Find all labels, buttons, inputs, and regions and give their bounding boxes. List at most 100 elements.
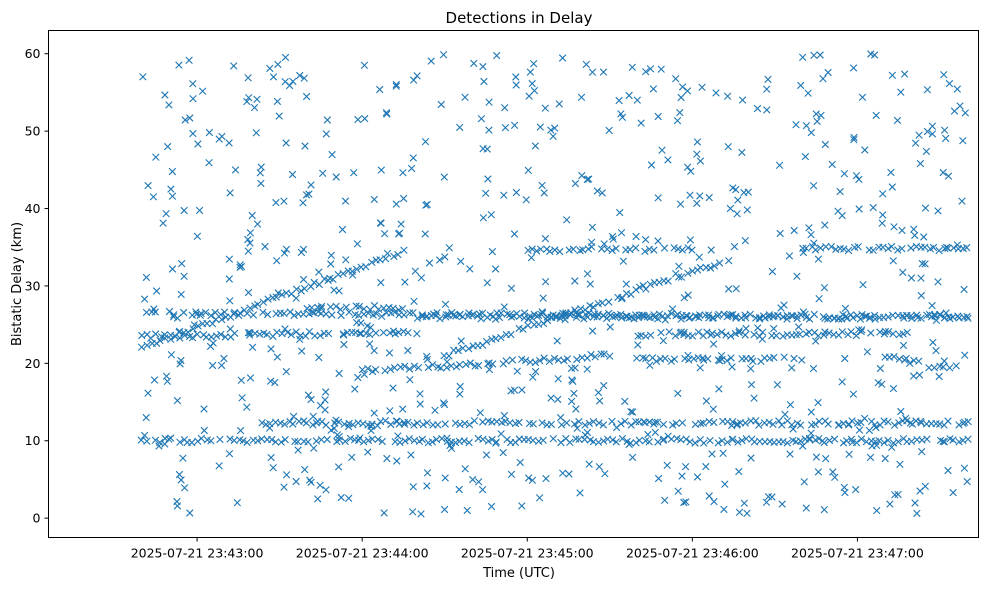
detection-point: [393, 457, 401, 465]
detection-point: [248, 211, 256, 220]
scatter-points: [137, 50, 972, 518]
detection-point: [676, 108, 684, 117]
detection-point: [932, 316, 941, 324]
detection-point: [163, 377, 172, 385]
detection-point: [728, 435, 736, 444]
detection-point: [296, 335, 304, 343]
detection-point: [674, 487, 682, 495]
detection-point: [341, 437, 349, 446]
detection-point: [960, 464, 969, 472]
y-tick-label: 0: [33, 511, 41, 526]
detection-point: [487, 502, 496, 511]
detection-point: [457, 337, 465, 345]
detection-point: [632, 286, 640, 294]
detection-point: [855, 205, 863, 213]
detection-point: [354, 115, 362, 124]
detection-point: [809, 182, 818, 190]
detection-point: [929, 338, 937, 347]
detection-point: [606, 323, 614, 331]
detection-point: [561, 315, 569, 324]
detection-point: [913, 311, 921, 319]
detection-point: [310, 309, 318, 317]
detection-point: [197, 434, 205, 443]
detection-point: [724, 285, 733, 293]
detection-point: [567, 309, 575, 317]
detection-point: [465, 309, 473, 317]
detection-point: [144, 181, 152, 190]
detection-point: [205, 159, 213, 167]
detection-point: [955, 438, 963, 446]
detection-point: [619, 257, 628, 265]
detection-point: [811, 246, 820, 254]
detection-point: [804, 89, 812, 97]
detection-point: [466, 265, 474, 273]
detection-point: [900, 70, 909, 78]
detection-point: [350, 169, 358, 177]
detection-point: [788, 421, 796, 429]
detection-point: [889, 439, 898, 447]
detection-point: [598, 299, 606, 307]
detection-point: [161, 91, 169, 99]
detection-point: [546, 247, 554, 256]
detection-point: [236, 263, 244, 271]
detection-point: [869, 246, 877, 254]
detection-point: [143, 341, 151, 349]
detection-point: [351, 385, 359, 393]
detection-point: [598, 189, 606, 197]
detection-point: [849, 390, 858, 398]
detection-point: [336, 305, 345, 314]
detection-point: [385, 349, 394, 357]
detection-point: [416, 390, 424, 398]
detection-point: [747, 454, 755, 462]
detection-point: [894, 438, 902, 446]
detection-point: [628, 408, 637, 416]
detection-point: [290, 311, 298, 320]
detection-point: [876, 364, 884, 373]
detection-point: [959, 137, 967, 145]
detection-point: [370, 195, 378, 204]
detection-point: [684, 351, 692, 360]
detection-point: [644, 430, 652, 439]
detection-point: [654, 237, 662, 245]
detection-point: [755, 315, 764, 323]
detection-point: [915, 131, 923, 139]
detection-point: [177, 476, 185, 484]
detection-point: [730, 242, 739, 251]
detection-point: [593, 313, 601, 321]
detection-point: [616, 208, 624, 217]
detection-point: [246, 304, 254, 312]
detection-point: [847, 435, 856, 443]
detection-point: [884, 418, 892, 426]
detection-point: [684, 291, 692, 299]
x-tick-label: 2025-07-21 23:44:00: [296, 546, 429, 561]
detection-point: [253, 220, 262, 228]
detection-point: [895, 419, 903, 427]
detection-point: [790, 354, 798, 363]
detection-point: [738, 148, 746, 157]
detection-point: [315, 268, 323, 276]
detection-point: [386, 407, 394, 415]
detection-point: [364, 364, 372, 373]
detection-point: [491, 315, 500, 323]
detection-point: [360, 370, 368, 379]
detection-point: [581, 421, 589, 429]
detection-point: [417, 510, 425, 518]
detection-point: [615, 96, 623, 105]
y-tick-label: 10: [25, 433, 41, 448]
detection-point: [200, 405, 208, 413]
detection-point: [207, 437, 215, 445]
detection-point: [180, 484, 189, 492]
detection-point: [700, 356, 708, 364]
detection-point: [805, 436, 814, 444]
detection-point: [566, 438, 574, 446]
detection-point: [276, 419, 285, 427]
detection-point: [292, 285, 301, 293]
detection-point: [559, 469, 567, 477]
detection-point: [812, 453, 821, 461]
detection-point: [741, 314, 750, 322]
detection-point: [597, 245, 606, 253]
detection-point: [422, 201, 430, 209]
detection-point: [273, 257, 281, 265]
detection-point: [217, 330, 225, 339]
detection-point: [274, 60, 282, 69]
